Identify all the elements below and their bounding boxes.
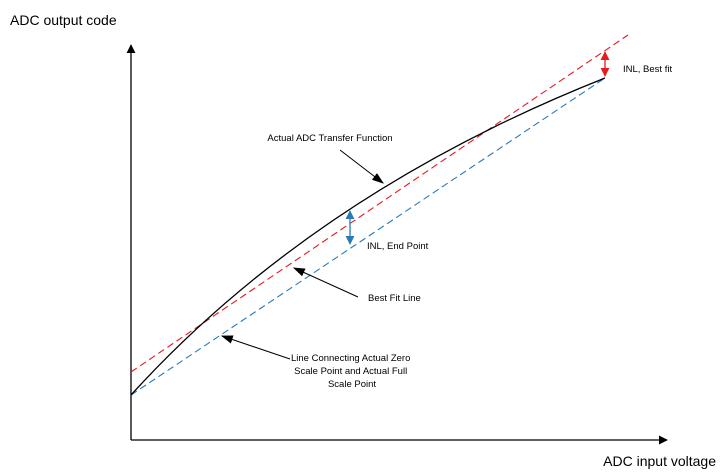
inl-end-point-label: INL, End Point [367,241,429,252]
endpoint-line-label-line-1: Line Connecting Actual Zero [291,353,410,364]
best-fit-line [130,34,629,373]
transfer-function-label: Actual ADC Transfer Function [267,133,392,144]
endpoint-line-label-line-2: Scale Point and Actual Full [294,366,407,377]
endpoint-line [130,77,606,396]
inl-best-fit-label: INL, Best fit [623,64,672,75]
transfer-function-pointer [339,149,384,184]
y-axis-title: ADC output code [10,12,117,28]
x-axis-title: ADC input voltage [603,453,716,469]
best-fit-line-label: Best Fit Line [368,293,421,304]
endpoint-line-label: Line Connecting Actual Zero Scale Point … [291,353,413,390]
endpoint-line-label-line-3: Scale Point [328,379,376,390]
best-fit-line-pointer [292,267,359,298]
endpoint-line-pointer [220,335,291,360]
transfer-function-curve [130,77,606,396]
